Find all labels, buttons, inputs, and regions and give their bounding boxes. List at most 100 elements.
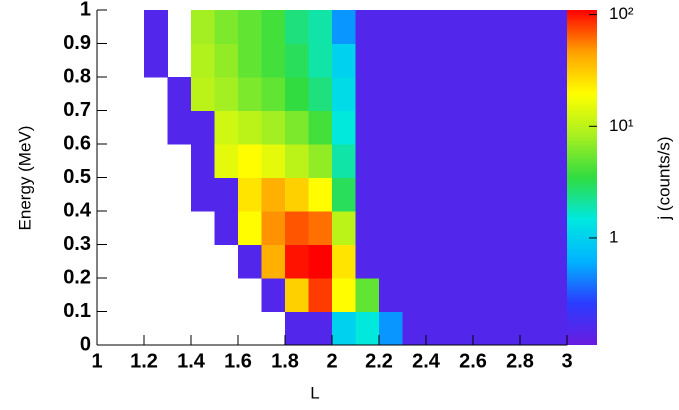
heat-cell	[261, 43, 286, 78]
heat-cell	[379, 211, 403, 245]
heat-cell	[543, 43, 568, 78]
heat-cell	[332, 110, 356, 145]
heat-cell	[214, 110, 239, 145]
heat-cell	[285, 311, 309, 346]
y-tick-label: 1	[80, 0, 91, 20]
heat-cell	[543, 311, 568, 346]
heat-cell	[332, 244, 356, 279]
heat-cell	[285, 177, 309, 212]
heat-cell	[379, 144, 403, 178]
heat-cell	[543, 110, 568, 145]
heat-cell	[308, 177, 333, 212]
y-tick-label: 0.3	[63, 233, 91, 255]
heat-cell	[496, 244, 521, 279]
heat-cell	[402, 278, 427, 312]
heat-cell	[520, 110, 544, 145]
heat-cell	[355, 311, 380, 346]
heat-cell	[426, 211, 450, 245]
y-tick-label: 0.5	[63, 166, 91, 188]
heat-cell	[238, 244, 262, 279]
heat-cell	[238, 43, 262, 78]
heat-cell	[214, 177, 239, 212]
heat-cell	[308, 311, 333, 346]
heat-cell	[496, 177, 521, 212]
heat-cell	[308, 10, 333, 44]
heat-cell	[308, 43, 333, 78]
heat-cell	[308, 77, 333, 111]
heat-cell	[496, 43, 521, 78]
heat-cell	[402, 144, 427, 178]
heat-cell	[355, 278, 380, 312]
heat-cell	[426, 43, 450, 78]
heat-cell	[191, 110, 215, 145]
heat-cell	[520, 177, 544, 212]
x-tick-label: 2.4	[412, 350, 441, 372]
heat-cell	[426, 144, 450, 178]
heat-cell	[355, 43, 380, 78]
heat-cell	[426, 311, 450, 346]
heat-cell	[449, 311, 474, 346]
heat-cell	[473, 144, 497, 178]
heat-cell	[426, 77, 450, 111]
heat-cell	[402, 77, 427, 111]
heat-cell	[402, 10, 427, 44]
heat-cell	[214, 10, 239, 44]
x-tick-label: 2.2	[365, 350, 393, 372]
heat-cell	[355, 211, 380, 245]
heat-cell	[332, 311, 356, 346]
heat-cell	[473, 43, 497, 78]
z-tick-label: 10²	[609, 4, 634, 23]
heat-cell	[449, 110, 474, 145]
colorbar	[567, 10, 597, 345]
heat-cell	[332, 211, 356, 245]
x-axis-label: L	[310, 383, 319, 402]
heat-cell	[496, 77, 521, 111]
heat-cell	[496, 10, 521, 44]
heat-cell	[496, 211, 521, 245]
heat-cell	[238, 10, 262, 44]
heat-cell	[520, 244, 544, 279]
x-tick-label: 3	[561, 350, 572, 372]
heat-cell	[308, 244, 333, 279]
x-tick-label: 1	[91, 350, 102, 372]
heat-cell	[449, 278, 474, 312]
heat-cell	[449, 244, 474, 279]
heat-cell	[402, 110, 427, 145]
heat-cell	[332, 43, 356, 78]
heat-cell	[402, 244, 427, 279]
heat-cell	[191, 177, 215, 212]
heat-cell	[144, 43, 168, 78]
heat-cell	[332, 177, 356, 212]
heat-cell	[167, 110, 192, 145]
heat-cell	[426, 244, 450, 279]
heat-cell	[355, 10, 380, 44]
heat-cell	[379, 77, 403, 111]
heat-cell	[473, 311, 497, 346]
heat-cell	[379, 43, 403, 78]
y-tick-label: 0.9	[63, 32, 91, 54]
heat-cell	[285, 144, 309, 178]
heat-cell	[308, 144, 333, 178]
heat-cell	[402, 211, 427, 245]
heat-cell	[355, 244, 380, 279]
heat-cell	[543, 77, 568, 111]
heat-cell	[449, 211, 474, 245]
heat-cell	[496, 144, 521, 178]
y-tick-label: 0.1	[63, 300, 91, 322]
heat-cell	[332, 278, 356, 312]
heat-cell	[473, 244, 497, 279]
heat-cell	[473, 278, 497, 312]
heat-cell	[261, 177, 286, 212]
colorbar-label: j (counts/s)	[654, 136, 673, 220]
heat-cell	[261, 278, 286, 312]
z-tick-label: 10¹	[609, 116, 634, 135]
heat-cell	[496, 278, 521, 312]
y-tick-label: 0.2	[63, 266, 91, 288]
heat-cell	[543, 278, 568, 312]
y-tick-label: 0	[80, 333, 91, 355]
heat-cell	[496, 311, 521, 346]
heat-cell	[332, 77, 356, 111]
heat-cell	[261, 110, 286, 145]
heat-cell	[285, 43, 309, 78]
